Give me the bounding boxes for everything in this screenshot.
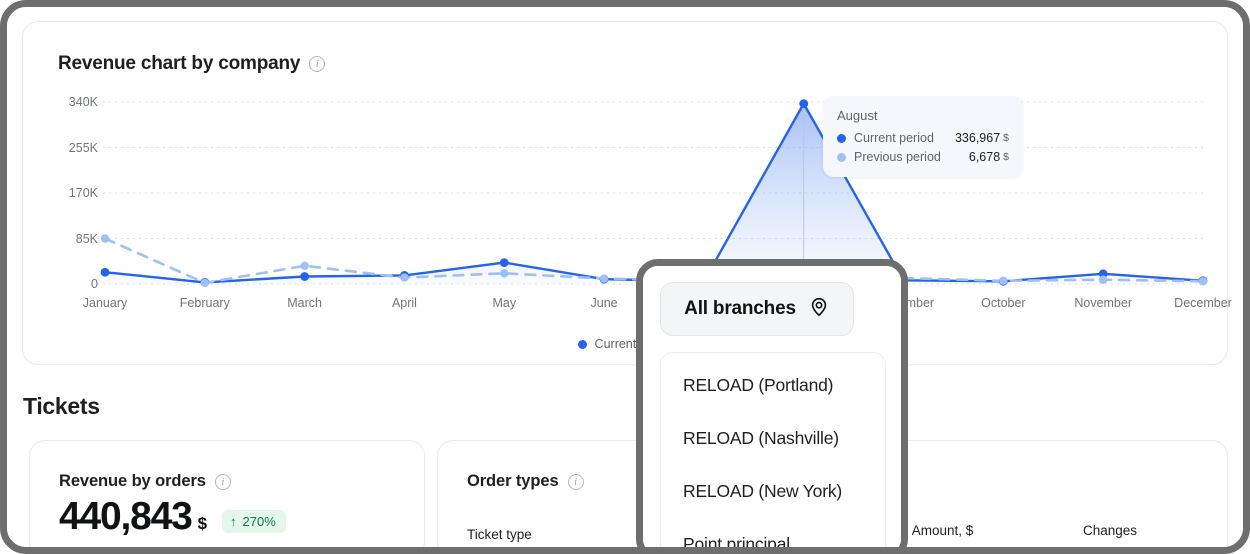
tooltip-month: August [837, 108, 878, 123]
all-branches-label: All branches [684, 298, 796, 319]
info-icon[interactable]: i [214, 473, 231, 490]
revenue-card-header: Revenue by orders i [59, 472, 231, 491]
tooltip-dot-current [837, 133, 846, 143]
order-types-title: Order types [467, 472, 559, 490]
chart-legend: Current period [23, 337, 1229, 351]
info-icon[interactable]: i [567, 473, 584, 490]
location-pin-icon [808, 296, 830, 323]
revenue-chart-card: Revenue chart by company i 340K 255K 170K 8… [22, 21, 1232, 366]
section-heading-tickets: Tickets [23, 393, 100, 419]
order-types-table-card: Amount, $ Changes [849, 440, 1228, 547]
tooltip-dot-previous [837, 152, 846, 162]
legend-dot-current [577, 339, 587, 349]
tooltip-currency-previous: $ [1003, 151, 1009, 163]
chart-header: Revenue chart by company i [58, 53, 326, 75]
x-axis-tick: May [492, 296, 517, 310]
x-axis-tick: December [1174, 296, 1232, 310]
x-axis-tick: February [179, 296, 230, 310]
x-axis-tick: April [391, 296, 417, 310]
x-axis-tick: June [590, 296, 618, 310]
revenue-by-orders-card: Revenue by orders i 440,843 $ ↑ 270% [29, 440, 425, 547]
branch-popover-inner: All branches RELOAD (Portland) RELOAD (Na… [643, 266, 901, 547]
tooltip-currency-current: $ [1003, 132, 1009, 144]
x-axis-tick: November [1074, 296, 1133, 310]
chart-gridlines [97, 101, 1207, 285]
branch-selector-popover: All branches RELOAD (Portland) RELOAD (Na… [636, 259, 908, 547]
revenue-currency: $ [197, 514, 208, 533]
branch-list-item[interactable]: RELOAD (Portland) [683, 375, 834, 395]
status-badge: ↑ 270% [222, 510, 286, 533]
revenue-value-row: 440,843 $ ↑ 270% [59, 497, 286, 537]
x-axis-tick: March [287, 296, 322, 310]
tooltip-value-current: 336,967 [954, 131, 1001, 145]
column-header-changes: Changes [1082, 523, 1138, 538]
tooltip-value-previous: 6,678 [968, 150, 1001, 164]
page-title: Revenue chart by company [58, 53, 301, 74]
chart-series [103, 102, 1205, 285]
info-icon[interactable]: i [309, 56, 326, 72]
column-header-amount: Amount, $ [911, 523, 974, 538]
x-axis-tick: October [981, 296, 1026, 310]
badge-value: 270% [242, 514, 276, 529]
column-header-ticket-type: Ticket type [467, 527, 532, 542]
y-axis: 340K 255K 170K 85K 0 [43, 22, 98, 366]
branch-list-item[interactable]: Point principal [683, 534, 790, 547]
branch-list-item[interactable]: RELOAD (Nashville) [683, 428, 839, 448]
branch-list-item[interactable]: RELOAD (New York) [683, 481, 843, 501]
y-axis-tick: 0 [91, 277, 98, 291]
tooltip-label-previous: Previous period [854, 150, 941, 164]
order-types-header: Order types i [467, 472, 584, 491]
chart-tooltip: August Current period 336,967 $ Previous… [823, 96, 1023, 177]
table-header-row: Amount, $ Changes [850, 523, 1229, 538]
tooltip-row-current: Current period 336,967 $ [837, 131, 1009, 145]
chart-plot [97, 99, 1208, 288]
all-branches-button[interactable]: All branches [660, 282, 854, 336]
revenue-card-title: Revenue by orders [59, 472, 206, 490]
tooltip-label-current: Current period [854, 131, 934, 145]
x-axis-tick: January [82, 296, 128, 310]
chart-area-fill [105, 103, 1203, 284]
y-axis-tick: 85K [75, 231, 98, 246]
viewport: Revenue chart by company i 340K 255K 170K 8… [7, 7, 1243, 547]
y-axis-tick: 340K [68, 95, 98, 109]
y-axis-tick: 170K [68, 186, 98, 200]
y-axis-tick: 255K [68, 140, 98, 155]
arrow-up-icon: ↑ [230, 514, 237, 529]
branch-list: RELOAD (Portland) RELOAD (Nashville) RELOA… [660, 352, 886, 547]
tooltip-row-previous: Previous period 6,678 $ [837, 150, 1009, 164]
revenue-value: 440,843 [59, 495, 193, 538]
